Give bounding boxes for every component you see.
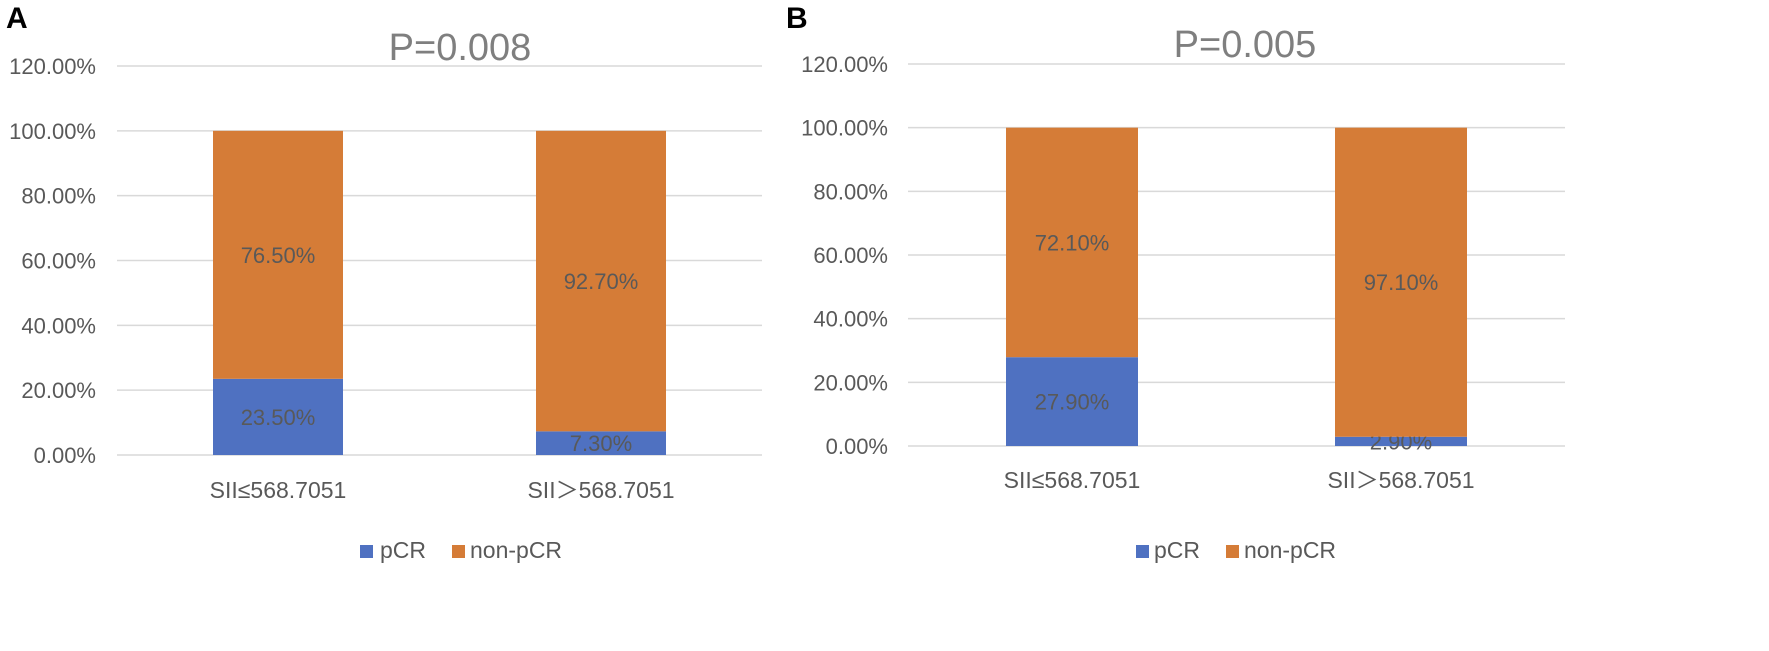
- panel-a-y-tick-label: 120.00%: [9, 54, 96, 79]
- panel-a-title: P=0.008: [389, 27, 532, 69]
- panel-b-data-label-non-pcr: 97.10%: [1364, 270, 1439, 295]
- panel-b-legend-label-non-pcr: non-pCR: [1244, 537, 1336, 563]
- panel-a-y-tick-label: 0.00%: [34, 443, 96, 468]
- panel-a-data-label-non-pcr: 92.70%: [564, 269, 639, 294]
- panel-b-y-tick-label: 40.00%: [813, 307, 888, 332]
- panel-a-bar-non-pcr: [536, 130, 666, 432]
- panel-b-legend-label-pcr: pCR: [1154, 537, 1200, 563]
- panel-a-y-tick-label: 40.00%: [21, 313, 96, 338]
- panel-a-y-tick-label: 80.00%: [21, 184, 96, 209]
- panel-a-category-label: SII＞568.7051: [527, 477, 674, 503]
- panel-a-y-tick-label: 20.00%: [21, 378, 96, 403]
- panel-a-bar-pcr: [213, 378, 343, 455]
- panel-b-category-label: SII≤568.7051: [1004, 467, 1141, 493]
- panel-a-y-tick-label: 100.00%: [9, 119, 96, 144]
- panel-b-bar-non-pcr: [1006, 127, 1138, 358]
- panel-a-bar-non-pcr: [213, 130, 343, 379]
- panel-b-label: B: [786, 2, 808, 35]
- panel-a-bar-pcr: [536, 431, 666, 455]
- panel-b-y-tick-label: 100.00%: [801, 116, 888, 141]
- panel-b-bar-non-pcr: [1335, 127, 1467, 437]
- panel-a-legend-swatch-pcr: [360, 545, 373, 558]
- panel-a-data-label-non-pcr: 76.50%: [241, 243, 316, 268]
- panel-b-bar-pcr: [1006, 357, 1138, 446]
- panel-b-y-tick-label: 60.00%: [813, 243, 888, 268]
- panel-b-data-label-non-pcr: 72.10%: [1035, 230, 1110, 255]
- panel-b-y-tick-label: 0.00%: [826, 434, 888, 459]
- panel-b-legend-swatch-non-pcr: [1226, 545, 1239, 558]
- panel-a-legend-label-pcr: pCR: [380, 537, 426, 563]
- panel-b-y-tick-label: 20.00%: [813, 370, 888, 395]
- panel-b-bar-pcr: [1335, 436, 1467, 446]
- panel-a-data-label-pcr: 7.30%: [570, 431, 632, 456]
- panel-a-data-label-pcr: 23.50%: [241, 405, 316, 430]
- panel-a-label: A: [6, 2, 28, 35]
- panel-a-legend-swatch-non-pcr: [452, 545, 465, 558]
- panel-b-title: P=0.005: [1174, 24, 1317, 66]
- panel-b-data-label-pcr: 27.90%: [1035, 390, 1110, 415]
- panel-b-y-tick-label: 120.00%: [801, 52, 888, 77]
- panel-b-category-label: SII＞568.7051: [1327, 467, 1474, 493]
- panel-a-y-tick-label: 60.00%: [21, 249, 96, 274]
- panel-b-y-tick-label: 80.00%: [813, 179, 888, 204]
- panel-a-legend-label-non-pcr: non-pCR: [470, 537, 562, 563]
- panel-a-category-label: SII≤568.7051: [210, 477, 347, 503]
- panel-b-legend-swatch-pcr: [1136, 545, 1149, 558]
